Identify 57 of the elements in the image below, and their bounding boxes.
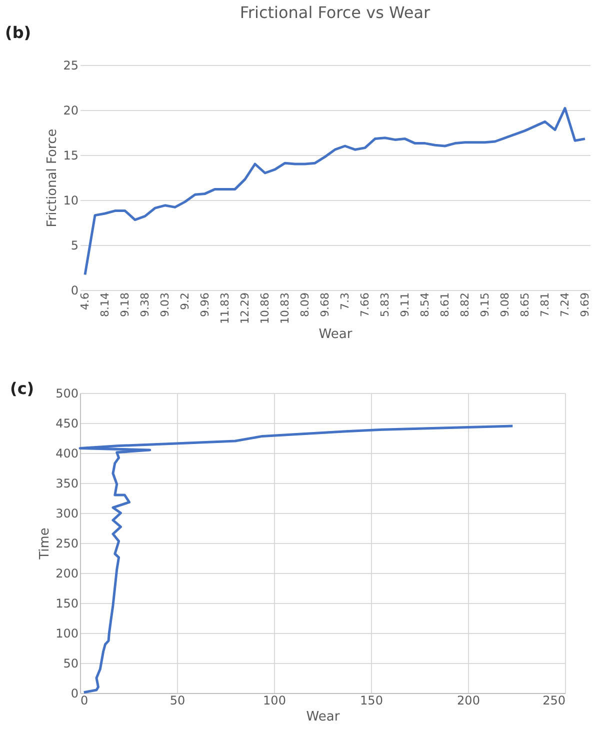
y-tick-label: 10: [63, 194, 78, 208]
x-tick-label: 11.83: [218, 292, 232, 324]
y-tick-label: 25: [63, 58, 78, 72]
x-tick-label: 100: [263, 694, 286, 708]
y-tick-label: 400: [56, 446, 78, 460]
x-tick-label: 0: [80, 694, 88, 708]
text: (b): [5, 23, 32, 42]
x-tick-label: 8.82: [458, 292, 472, 317]
x-tick-label: 8.65: [518, 292, 532, 317]
x-tick-label: 4.6: [78, 292, 92, 310]
y-tick-label: 200: [56, 566, 78, 580]
x-tick-label: 7.81: [538, 292, 552, 317]
y-axis-title: Frictional Force: [45, 128, 60, 228]
x-tick-label: 9.2: [178, 292, 192, 310]
y-tick-label: 15: [63, 148, 78, 162]
x-tick-label: 12.29: [238, 292, 252, 324]
x-axis-title: Wear: [306, 710, 340, 724]
x-tick-label: 9.18: [118, 292, 132, 317]
x-tick-label: 7.66: [358, 292, 372, 317]
x-tick-label: 9.15: [478, 292, 492, 317]
y-tick-label: 100: [56, 626, 78, 640]
x-tick-label: 9.11: [398, 292, 412, 317]
x-tick-label: 9.96: [198, 292, 212, 317]
text: (c): [10, 379, 34, 398]
y-axis-title: Time: [38, 528, 53, 560]
x-tick-label: 8.14: [98, 292, 112, 317]
x-axis-title: Wear: [318, 326, 353, 342]
x-tick-label: 9.38: [138, 292, 152, 317]
y-tick-label: 350: [56, 476, 78, 490]
chart-title: Frictional Force vs Wear: [240, 3, 431, 22]
y-tick-label: 500: [56, 386, 78, 400]
x-tick-label: 5.83: [378, 292, 392, 317]
line-series: [78, 424, 514, 694]
x-tick-label: 8.54: [418, 292, 432, 317]
x-tick-label: 9.69: [578, 292, 592, 317]
x-tick-label: 8.09: [298, 292, 312, 317]
x-tick-label: 7.24: [558, 292, 572, 317]
y-tick-label: 300: [56, 506, 78, 520]
x-tick-label: 250: [542, 694, 566, 708]
x-tick-label: 8.61: [438, 292, 452, 317]
y-tick-label: 50: [63, 656, 78, 670]
y-tick-label: 20: [63, 104, 78, 118]
y-tick-label: 450: [56, 416, 78, 430]
line-series: [84, 106, 586, 276]
x-tick-label: 9.08: [498, 292, 512, 317]
x-tick-label: 9.68: [318, 292, 332, 317]
x-tick-label: 50: [170, 694, 186, 708]
x-tick-label: 7.3: [338, 292, 352, 310]
x-tick-label: 200: [457, 694, 480, 708]
x-tick-label: 150: [360, 694, 383, 708]
y-tick-label: 0: [70, 284, 78, 298]
x-tick-label: 10.83: [278, 292, 292, 324]
y-tick-label: 5: [70, 238, 78, 252]
x-tick-label: 10.86: [258, 292, 272, 324]
y-tick-label: 150: [56, 596, 78, 610]
y-tick-label: 250: [56, 536, 78, 550]
x-tick-label: 9.03: [158, 292, 172, 317]
